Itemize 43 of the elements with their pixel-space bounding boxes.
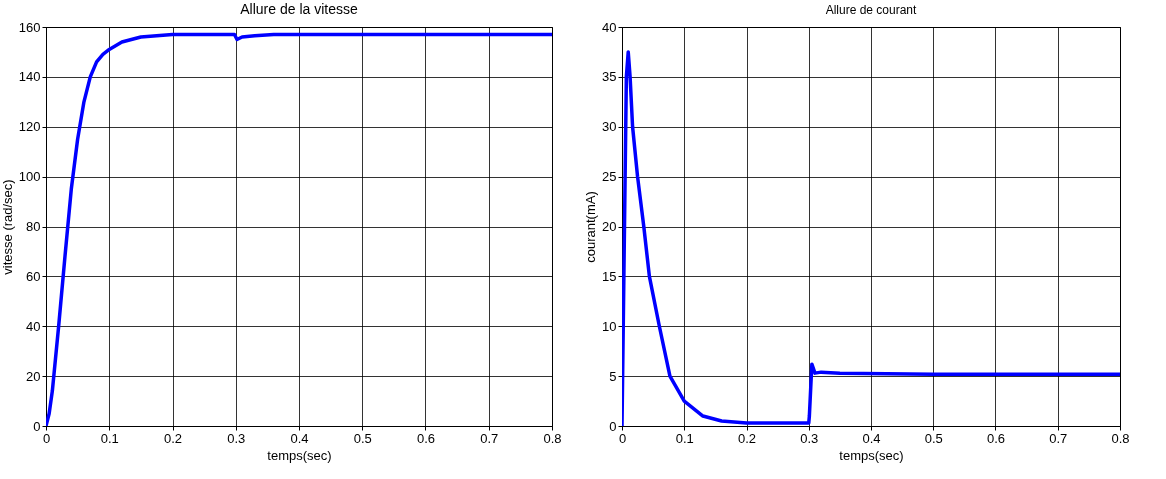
x-tick-label: 0.1 bbox=[675, 430, 694, 446]
y-tick-label: 15 bbox=[602, 268, 617, 284]
y-tick-label: 25 bbox=[602, 169, 617, 185]
y-tick-label: 0 bbox=[33, 418, 41, 434]
y-tick-label: 140 bbox=[18, 69, 41, 85]
x-tick-label: 0.7 bbox=[1049, 430, 1068, 446]
y-axis-title: vitesse (rad/sec) bbox=[0, 179, 15, 275]
x-tick-label: 0.8 bbox=[543, 430, 562, 446]
x-tick-label: 0.3 bbox=[227, 430, 246, 446]
y-tick-label: 100 bbox=[18, 169, 41, 185]
y-tick-label: 40 bbox=[26, 318, 41, 334]
y-tick-label: 120 bbox=[18, 119, 41, 135]
y-tick-label: 20 bbox=[602, 219, 617, 234]
x-tick-label: 0.8 bbox=[1111, 430, 1130, 446]
x-tick-label: 0.6 bbox=[416, 430, 436, 446]
line-series bbox=[46, 32, 552, 426]
y-tick-label: 60 bbox=[26, 268, 41, 284]
chart-title: Allure de la vitesse bbox=[240, 1, 358, 17]
x-tick-label: 0.1 bbox=[100, 430, 119, 446]
y-tick-label: 160 bbox=[18, 19, 41, 35]
y-tick-label: 5 bbox=[609, 368, 617, 384]
x-tick-label: 0.4 bbox=[862, 430, 881, 446]
y-tick-label: 0 bbox=[609, 418, 617, 434]
x-axis-title: temps(sec) bbox=[267, 447, 332, 463]
x-tick-label: 0.6 bbox=[986, 430, 1006, 446]
x-tick-label: 0.2 bbox=[163, 430, 183, 446]
y-tick-label: 80 bbox=[26, 219, 41, 234]
x-tick-label: 0.5 bbox=[924, 430, 943, 446]
x-tick-label: 0 bbox=[42, 430, 51, 446]
y-tick-label: 35 bbox=[602, 69, 617, 85]
x-tick-label: 0.4 bbox=[290, 430, 309, 446]
x-tick-label: 0.5 bbox=[353, 430, 372, 446]
y-tick-label: 30 bbox=[602, 119, 617, 135]
chart-title: Allure de courant bbox=[825, 3, 918, 17]
y-tick-label: 10 bbox=[602, 318, 617, 334]
y-tick-label: 40 bbox=[602, 19, 617, 35]
x-axis-title: temps(sec) bbox=[839, 447, 904, 463]
x-tick-label: 0.2 bbox=[737, 430, 757, 446]
x-tick-label: 0.7 bbox=[480, 430, 499, 446]
y-tick-label: 20 bbox=[26, 368, 41, 384]
x-tick-label: 0.3 bbox=[800, 430, 819, 446]
y-axis-title: courant(mA) bbox=[583, 191, 599, 263]
line-series bbox=[622, 50, 1120, 426]
